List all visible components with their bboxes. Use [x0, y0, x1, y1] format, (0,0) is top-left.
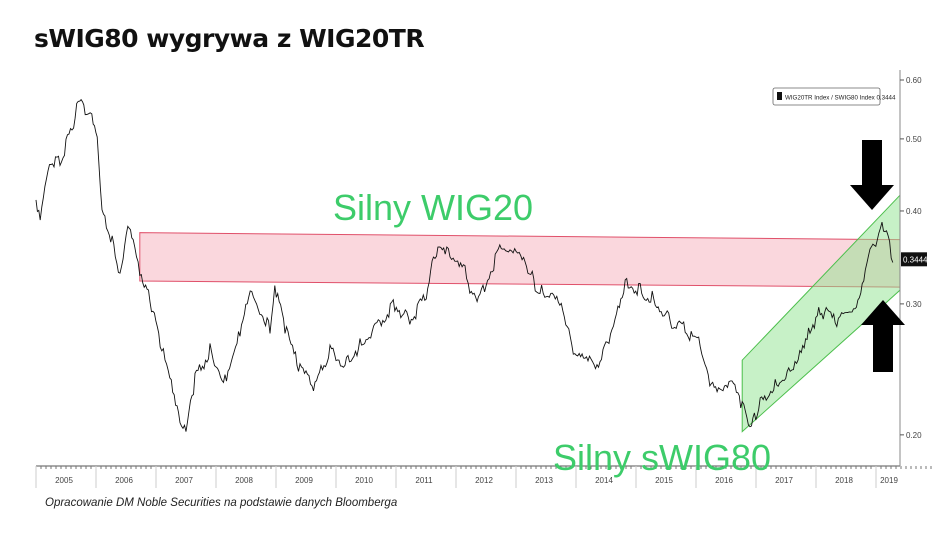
x-tick-label: 2019: [880, 476, 898, 485]
x-tick-label: 2018: [835, 476, 853, 485]
y-tick-label: 0.50: [906, 135, 922, 144]
arrow-up-icon: [861, 300, 905, 372]
y-tick-label: 0.20: [906, 431, 922, 440]
x-tick-label: 2008: [235, 476, 253, 485]
legend-swatch: [777, 92, 782, 100]
band-wig20: [139, 232, 901, 288]
last-value-label: 0.3444: [903, 255, 928, 264]
arrow-down-icon: [850, 140, 894, 210]
x-tick-label: 2005: [55, 476, 73, 485]
legend-entry: WIG20TR Index / SWIG80 Index 0.3444: [785, 95, 896, 102]
annotation-silny-wig20: Silny WIG20: [333, 187, 533, 228]
x-tick-label: 2010: [355, 476, 373, 485]
legend-box: [772, 87, 881, 106]
x-tick-label: 2016: [715, 476, 733, 485]
x-tick-label: 2007: [175, 476, 193, 485]
y-tick-label: 0.30: [906, 300, 922, 309]
source-note: Opracowanie DM Noble Securities na podst…: [45, 497, 398, 509]
x-tick-label: 2014: [595, 476, 613, 485]
last-value-badge: [901, 252, 927, 267]
annotation-silny-swig80: Silny sWIG80: [553, 437, 771, 478]
x-tick-label: 2017: [775, 476, 793, 485]
x-tick-label: 2015: [655, 476, 673, 485]
y-tick-label: 0.40: [906, 207, 922, 216]
y-tick-label: 0.60: [906, 76, 922, 85]
x-tick-label: 2011: [415, 476, 433, 485]
chart-title: sWIG80 wygrywa z WIG20TR: [34, 24, 425, 53]
x-tick-label: 2009: [295, 476, 313, 485]
x-tick-label: 2012: [475, 476, 493, 485]
x-tick-label: 2013: [535, 476, 553, 485]
series-line: [35, 98, 894, 432]
x-tick-label: 2006: [115, 476, 133, 485]
